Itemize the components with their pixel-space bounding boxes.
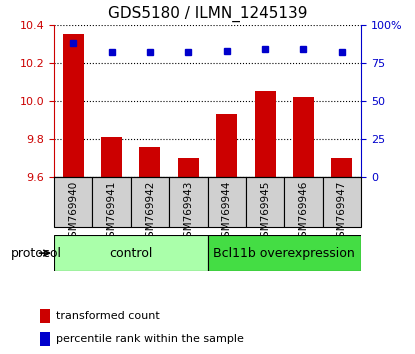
Text: GSM769947: GSM769947 — [337, 181, 347, 244]
Bar — [323, 177, 361, 227]
Bar — [284, 177, 323, 227]
Text: GSM769940: GSM769940 — [68, 181, 78, 244]
Bar — [93, 177, 131, 227]
Text: GSM769946: GSM769946 — [298, 181, 308, 244]
Text: GSM769945: GSM769945 — [260, 181, 270, 244]
Bar — [293, 97, 314, 177]
Bar — [178, 158, 199, 177]
Bar — [254, 91, 276, 177]
Bar — [40, 332, 50, 346]
Title: GDS5180 / ILMN_1245139: GDS5180 / ILMN_1245139 — [108, 6, 307, 22]
Bar — [101, 137, 122, 177]
Text: GSM769941: GSM769941 — [107, 181, 117, 244]
Text: GSM769944: GSM769944 — [222, 181, 232, 244]
Text: transformed count: transformed count — [56, 311, 160, 321]
Bar — [169, 177, 208, 227]
Bar — [246, 177, 284, 227]
Text: GSM769943: GSM769943 — [183, 181, 193, 244]
Bar — [208, 177, 246, 227]
Bar — [216, 114, 237, 177]
Text: protocol: protocol — [10, 247, 61, 259]
Bar — [54, 235, 208, 271]
Bar — [139, 147, 161, 177]
Text: Bcl11b overexpression: Bcl11b overexpression — [213, 247, 355, 259]
Bar — [40, 309, 50, 323]
Bar — [54, 177, 92, 227]
Bar — [331, 158, 352, 177]
Bar — [131, 177, 169, 227]
Bar — [208, 235, 361, 271]
Bar — [63, 34, 84, 177]
Text: control: control — [109, 247, 152, 259]
Text: GSM769942: GSM769942 — [145, 181, 155, 244]
Text: percentile rank within the sample: percentile rank within the sample — [56, 334, 244, 344]
